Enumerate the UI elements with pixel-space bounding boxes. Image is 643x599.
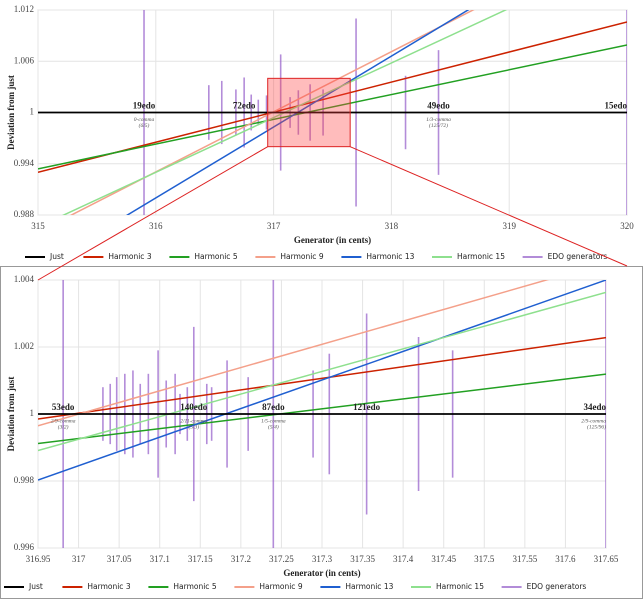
y-axis-title: Deviation from just xyxy=(6,75,16,150)
series-line xyxy=(38,336,606,420)
comma-note: 0-comma xyxy=(134,117,155,123)
x-tick-label: 315 xyxy=(31,221,45,231)
legend-label: EDO generators xyxy=(527,582,587,591)
legend-label: Harmonic 3 xyxy=(87,582,130,591)
y-tick-label: 0.996 xyxy=(14,542,35,552)
x-tick-label: 317.2 xyxy=(231,554,251,564)
x-tick-label: 317.4 xyxy=(393,554,414,564)
x-tick-label: 317.3 xyxy=(312,554,333,564)
series-line xyxy=(38,280,606,481)
legend-label: EDO generators xyxy=(548,252,608,261)
series-line xyxy=(61,10,508,215)
x-axis-title: Generator (in cents) xyxy=(294,235,371,245)
edo-label: 19edo xyxy=(133,101,156,111)
comma-ratio: (6/5) xyxy=(139,122,150,129)
y-tick-label: 0.988 xyxy=(14,209,35,219)
comma-ratio: (5/4) xyxy=(268,423,279,430)
y-axis-title: Deviation from just xyxy=(6,377,16,452)
edo-label: 87edo xyxy=(262,402,285,412)
comma-ratio: (125/72) xyxy=(429,122,448,129)
series-line xyxy=(38,291,606,452)
legend-label: Just xyxy=(49,252,64,261)
legend-label: Harmonic 3 xyxy=(108,252,151,261)
series-line xyxy=(38,21,627,174)
legend-label: Harmonic 5 xyxy=(173,582,216,591)
x-tick-label: 317.35 xyxy=(350,554,375,564)
y-tick-label: 1.002 xyxy=(14,341,34,351)
legend-label: Harmonic 15 xyxy=(457,252,505,261)
x-tick-label: 317 xyxy=(72,554,86,564)
series-line xyxy=(125,10,470,215)
y-tick-label: 1.012 xyxy=(14,4,34,14)
x-tick-label: 317.6 xyxy=(555,554,576,564)
zoom-connector xyxy=(349,146,628,267)
y-tick-label: 1 xyxy=(30,408,35,418)
edo-label: 72edo xyxy=(233,101,256,111)
series-line xyxy=(38,280,550,427)
x-tick-label: 317.25 xyxy=(269,554,294,564)
edo-label: 34edo xyxy=(584,402,607,412)
x-tick-label: 320 xyxy=(620,221,634,231)
comma-ratio: (3/2) xyxy=(58,423,69,430)
x-tick-label: 317.55 xyxy=(512,554,537,564)
edo-label: 53edo xyxy=(52,402,75,412)
comma-ratio: (5/3) xyxy=(188,423,199,430)
series-line xyxy=(38,44,627,170)
x-tick-label: 317.15 xyxy=(188,554,213,564)
y-tick-label: 1.006 xyxy=(14,55,35,65)
y-tick-label: 0.994 xyxy=(14,158,35,168)
zoom-box xyxy=(267,77,351,148)
edo-label: 140edo xyxy=(180,402,208,412)
legend-label: Harmonic 15 xyxy=(436,582,484,591)
series-line xyxy=(38,373,606,445)
legend-label: Harmonic 9 xyxy=(280,252,323,261)
comma-note: 1/3-comma xyxy=(426,117,451,123)
edo-label: 121edo xyxy=(353,402,381,412)
x-tick-label: 317.45 xyxy=(431,554,456,564)
comma-ratio: (125/96) xyxy=(587,423,606,430)
legend-label: Harmonic 9 xyxy=(259,582,302,591)
x-tick-label: 318 xyxy=(385,221,399,231)
edo-label: 15edo xyxy=(605,101,628,111)
y-tick-label: 0.998 xyxy=(14,475,35,485)
comma-note: 2/11-comma xyxy=(180,418,207,424)
x-tick-label: 317 xyxy=(267,221,281,231)
x-tick-label: 317.05 xyxy=(107,554,132,564)
legend-label: Harmonic 13 xyxy=(345,582,393,591)
legend-label: Harmonic 5 xyxy=(194,252,237,261)
x-tick-label: 317.1 xyxy=(150,554,170,564)
x-tick-label: 317.65 xyxy=(594,554,619,564)
legend-label: Just xyxy=(28,582,43,591)
edo-label: 49edo xyxy=(427,101,450,111)
legend-label: Harmonic 13 xyxy=(366,252,414,261)
comma-note: 1/5-comma xyxy=(261,418,286,424)
x-axis-title: Generator (in cents) xyxy=(283,568,360,578)
y-tick-label: 1.004 xyxy=(14,274,35,284)
comma-note: 2/9-comma xyxy=(581,418,606,424)
x-tick-label: 319 xyxy=(502,221,516,231)
x-tick-label: 317.5 xyxy=(474,554,495,564)
y-tick-label: 1 xyxy=(30,107,35,117)
comma-note: 2/9-comma xyxy=(51,418,76,424)
x-tick-label: 316 xyxy=(149,221,163,231)
x-tick-label: 316.95 xyxy=(26,554,51,564)
zoom-connector xyxy=(37,146,268,281)
